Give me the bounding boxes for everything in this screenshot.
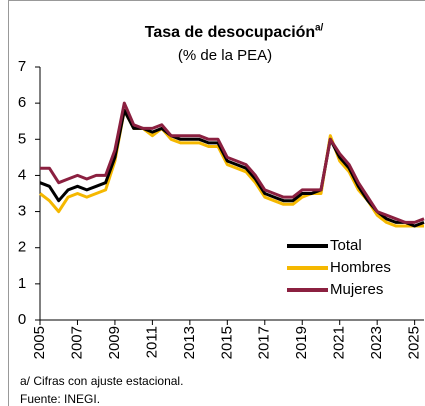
x-tick-label: 2023 — [368, 326, 385, 359]
x-tick-label: 2021 — [331, 326, 348, 359]
y-tick-label: 4 — [18, 166, 26, 183]
x-tick-label: 2025 — [406, 326, 423, 359]
x-tick-label: 2015 — [218, 326, 235, 359]
legend-label: Total — [330, 237, 362, 254]
y-tick-label: 6 — [18, 94, 26, 111]
x-tick-label: 2007 — [68, 326, 85, 359]
series-line — [39, 108, 424, 228]
chart-title: Tasa de desocupación — [145, 24, 315, 41]
x-tick-label: 2017 — [256, 326, 273, 359]
y-tick-label: 5 — [18, 130, 26, 147]
title-note: a/ — [315, 23, 324, 34]
frame — [8, 0, 425, 406]
y-tick-label: 3 — [18, 203, 26, 220]
legend-label: Hombres — [330, 259, 391, 276]
y-tick-label: 2 — [18, 239, 26, 256]
series-line — [40, 101, 425, 224]
footnote: a/ Cifras con ajuste estacional. — [20, 374, 183, 388]
x-tick-label: 2009 — [106, 326, 123, 359]
chart-subtitle: (% de la PEA) — [178, 47, 272, 64]
series-line — [39, 108, 425, 228]
x-tick-label: 2013 — [181, 326, 198, 359]
footnote: Fuente: INEGI. — [20, 392, 100, 406]
x-tick-label: 2005 — [31, 326, 48, 359]
x-tick-label: 2019 — [293, 326, 310, 359]
legend-label: Mujeres — [330, 281, 383, 298]
y-tick-label: 7 — [18, 58, 26, 75]
x-tick-label: 2011 — [143, 326, 160, 358]
y-tick-label: 0 — [18, 311, 26, 328]
y-tick-label: 1 — [18, 275, 26, 292]
